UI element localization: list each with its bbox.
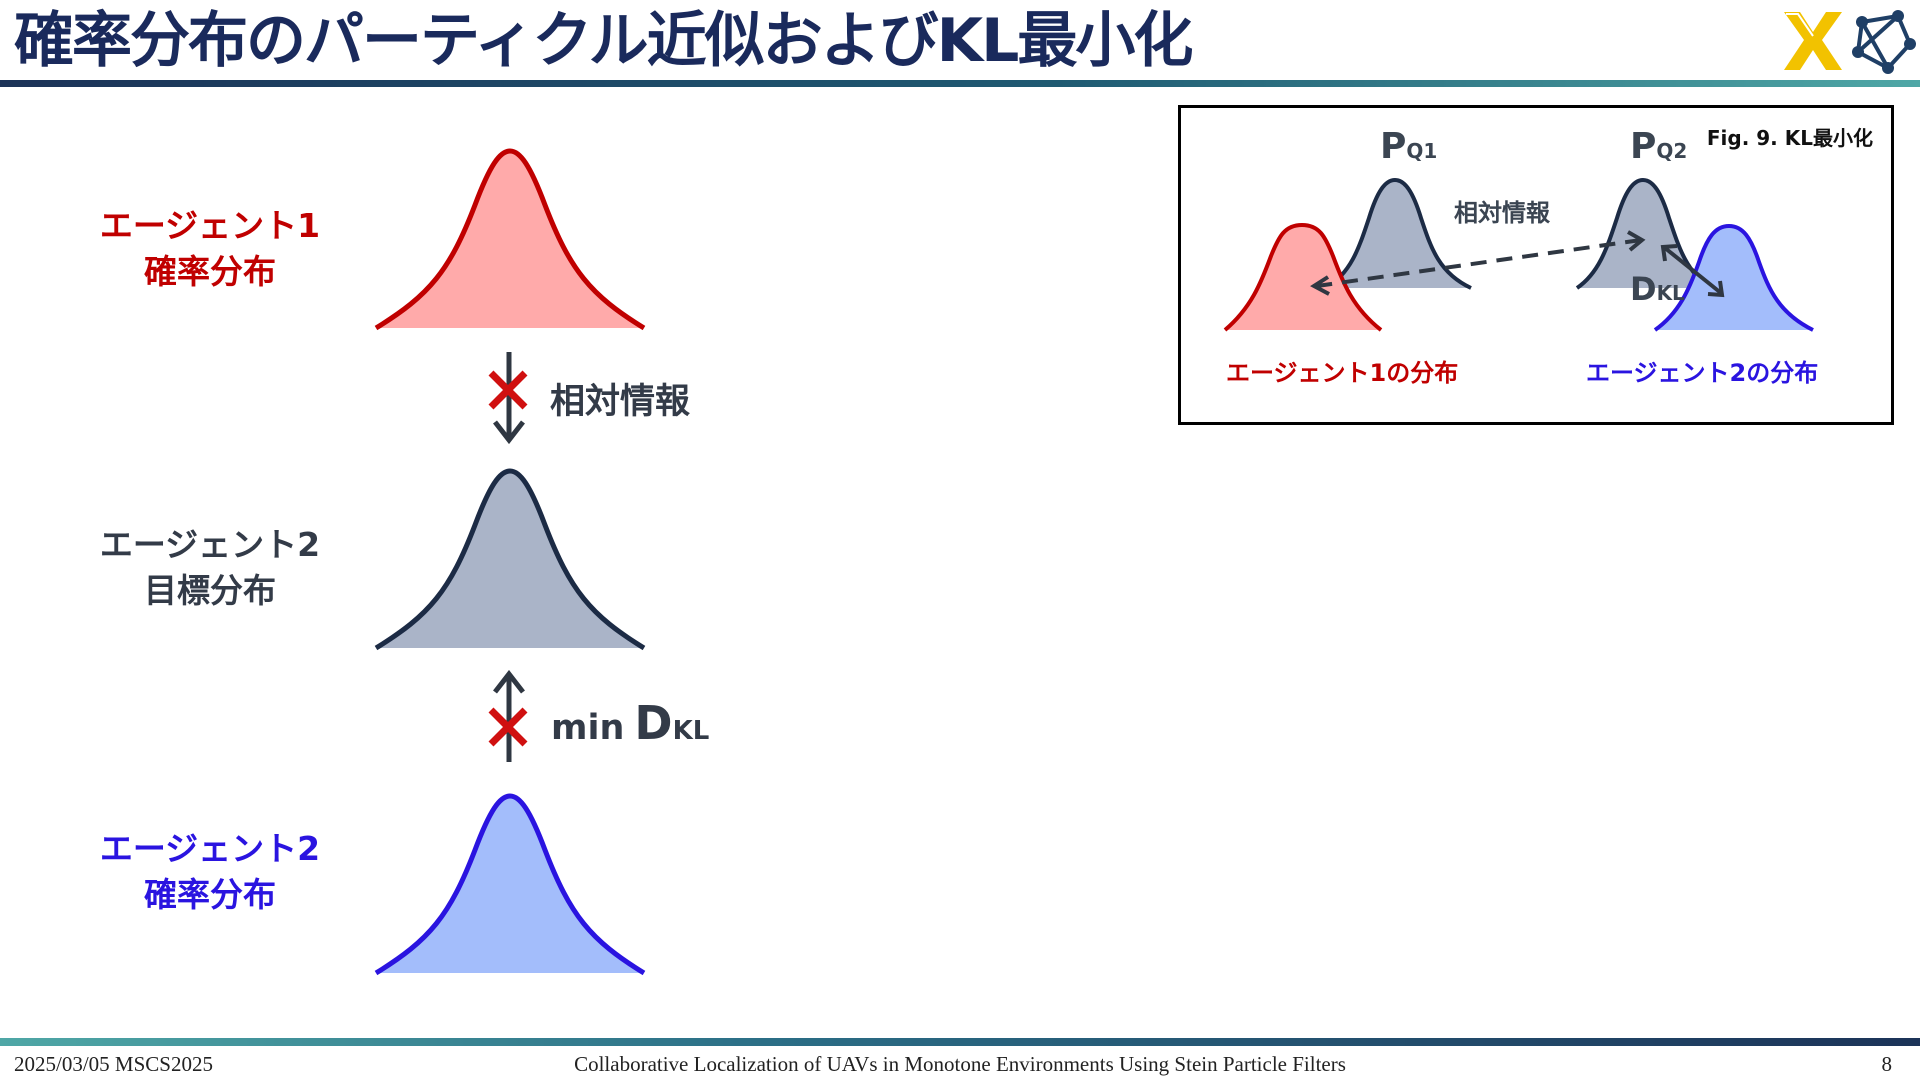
min-dkl-label: min D KL	[551, 696, 710, 750]
agent1-distribution-curve	[374, 148, 646, 331]
agent2-distribution-curve	[374, 793, 646, 976]
slide-title: 確率分布のパーティクル近似およびKL最小化	[14, 6, 1193, 76]
page-number: 8	[1881, 1052, 1893, 1076]
pq1-label: PQ1	[1380, 126, 1438, 167]
footer-divider	[0, 1038, 1920, 1046]
network-graph-logo	[1852, 10, 1916, 74]
figure-agent2-label: エージェント2の分布	[1586, 359, 1819, 387]
title-divider	[0, 80, 1920, 87]
relative-info-label: 相対情報	[550, 382, 691, 422]
figure-dkl-label: DKL	[1630, 270, 1685, 308]
figure-caption: Fig. 9. KL最小化	[1706, 126, 1873, 150]
agent2-target-distribution-label: エージェント2 目標分布	[99, 525, 321, 610]
agent1-distribution-label: エージェント1 確率分布	[99, 206, 321, 291]
pq2-label: PQ2	[1630, 126, 1688, 167]
min-dkl-blocked-arrow	[488, 670, 528, 762]
figure-agent1-label: エージェント1の分布	[1226, 359, 1459, 387]
agent2-distribution-label: エージェント2 確率分布	[99, 829, 321, 914]
figure-relative-info-label: 相対情報	[1454, 199, 1550, 227]
footer-paper-title: Collaborative Localization of UAVs in Mo…	[574, 1052, 1346, 1076]
kl-minimization-figure: Fig. 9. KL最小化 PQ1 PQ2 相対情報 DKL エージェント1の分…	[1178, 105, 1894, 425]
figure-distributions	[1223, 177, 1814, 332]
relative-info-blocked-arrow	[488, 352, 528, 445]
x-emblem-logo	[1784, 12, 1842, 70]
agent2-target-distribution-curve	[374, 468, 646, 651]
footer-date-venue: 2025/03/05 MSCS2025	[14, 1052, 213, 1076]
